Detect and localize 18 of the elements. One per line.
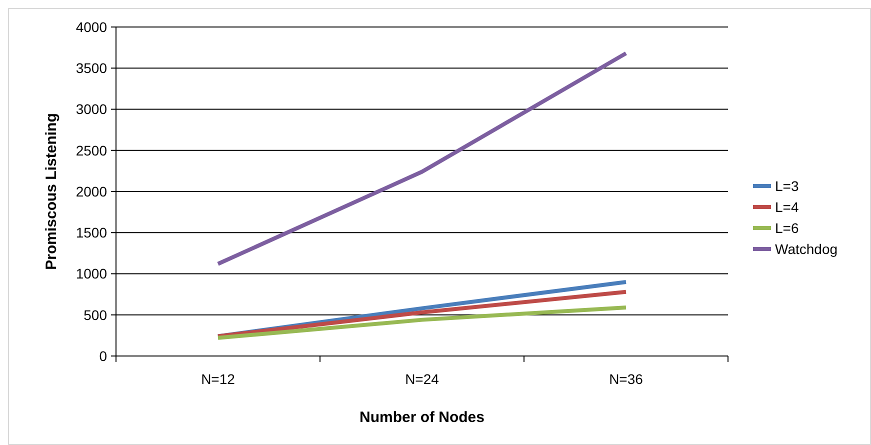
y-tick-label: 0 [99, 348, 108, 364]
y-tick-label: 1000 [76, 266, 108, 282]
y-tick-label: 500 [84, 306, 108, 323]
y-tick-label: 3000 [76, 101, 108, 118]
legend-label: Watchdog [775, 240, 838, 257]
x-tick-label: N=12 [201, 371, 236, 387]
y-tick-label: 2500 [76, 142, 108, 158]
legend-label: L=3 [775, 178, 799, 194]
legend-label: L=6 [775, 220, 799, 236]
y-axis-title: Promiscous Listening [43, 113, 60, 270]
legend-label: L=4 [775, 198, 799, 215]
y-tick-label: 2000 [76, 183, 108, 200]
y-tick-label: 4000 [76, 18, 108, 35]
x-tick-label: N=36 [609, 371, 644, 387]
x-axis-title: Number of Nodes [359, 409, 485, 426]
y-tick-label: 3500 [76, 60, 108, 76]
x-tick-label: N=24 [405, 371, 440, 387]
y-tick-label: 1500 [76, 224, 108, 241]
